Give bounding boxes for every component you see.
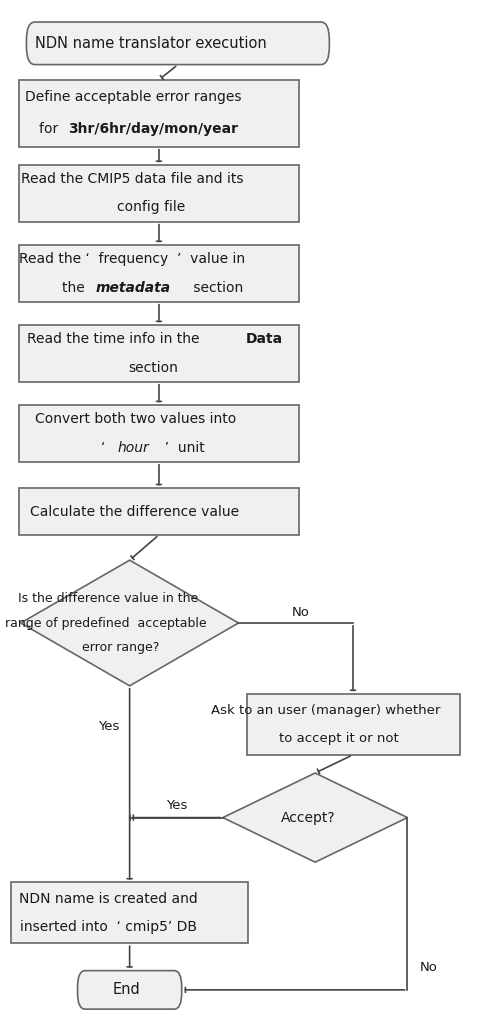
Text: section: section (189, 280, 243, 294)
Bar (19, 325, 298, 382)
Bar (19, 488, 298, 535)
Text: Read the ‘  frequency  ’  value in: Read the ‘ frequency ’ value in (19, 252, 246, 266)
Text: Yes: Yes (165, 799, 187, 812)
Bar (247, 694, 459, 755)
Text: the: the (62, 280, 89, 294)
Text: section: section (128, 361, 178, 375)
Text: No: No (291, 606, 309, 620)
Text: Calculate the difference value: Calculate the difference value (30, 504, 239, 519)
Text: hour: hour (117, 440, 149, 454)
Bar (19, 79, 298, 147)
Text: Yes: Yes (98, 719, 119, 733)
Text: Data: Data (246, 332, 283, 346)
Text: ‘: ‘ (101, 440, 114, 454)
Text: error range?: error range? (82, 641, 159, 654)
Text: to accept it or not: to accept it or not (279, 732, 399, 745)
Bar (19, 406, 298, 462)
Text: ’  unit: ’ unit (157, 440, 205, 454)
Text: config file: config file (117, 201, 185, 214)
Bar (19, 165, 298, 222)
Text: range of predefined  acceptable: range of predefined acceptable (5, 616, 206, 630)
Text: 3hr/6hr/day/mon/year: 3hr/6hr/day/mon/year (69, 122, 239, 137)
Text: Ask to an user (manager) whether: Ask to an user (manager) whether (211, 704, 441, 716)
Text: metadata: metadata (96, 280, 171, 294)
Text: Define acceptable error ranges: Define acceptable error ranges (25, 90, 242, 104)
Text: Read the time info in the: Read the time info in the (27, 332, 204, 346)
Text: Convert both two values into: Convert both two values into (35, 413, 236, 426)
Polygon shape (223, 773, 408, 862)
Text: NDN name is created and: NDN name is created and (19, 892, 198, 906)
Text: for: for (40, 122, 63, 137)
Text: Read the CMIP5 data file and its: Read the CMIP5 data file and its (21, 172, 244, 186)
Text: Is the difference value in the: Is the difference value in the (18, 592, 199, 605)
Text: Accept?: Accept? (282, 810, 336, 824)
Text: NDN name translator execution: NDN name translator execution (35, 36, 266, 51)
Text: No: No (419, 961, 437, 974)
Bar (19, 245, 298, 302)
FancyBboxPatch shape (78, 971, 182, 1009)
FancyBboxPatch shape (27, 22, 329, 64)
Text: inserted into  ‘ cmip5’ DB: inserted into ‘ cmip5’ DB (20, 920, 197, 934)
Polygon shape (21, 560, 239, 686)
Bar (11, 882, 248, 944)
Text: End: End (113, 982, 140, 998)
